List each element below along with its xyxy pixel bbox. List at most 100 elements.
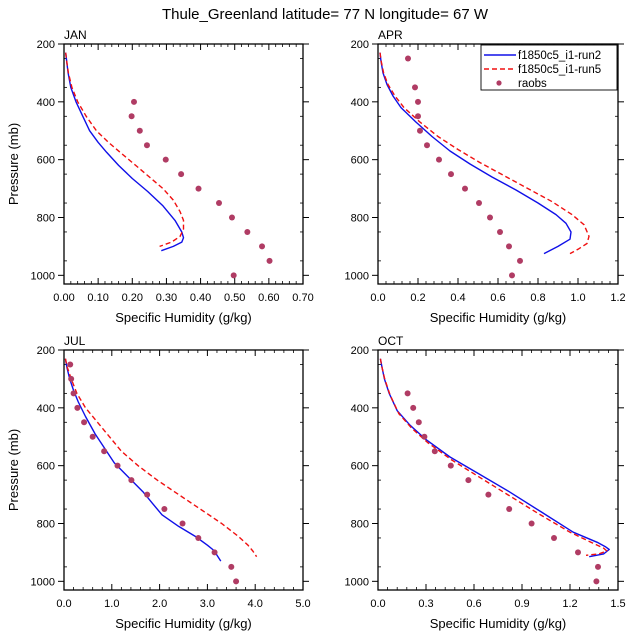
y-tick-label: 400 [37,97,55,109]
panel-title: OCT [378,334,404,348]
legend-entry-label: f1850c5_i1-run2 [518,50,601,62]
x-tick-label: 0.6 [466,598,481,610]
y-tick-label: 600 [37,155,55,167]
raobs-point [506,506,513,513]
x-tick-label: 0.9 [514,598,529,610]
raobs-point [178,171,185,178]
raobs-point [404,390,411,397]
x-tick-label: 0.8 [530,292,545,304]
x-tick-label: 0.0 [370,598,385,610]
y-tick-label: 1000 [31,576,55,588]
raobs-point [74,404,81,411]
x-tick-label: 0.0 [56,598,71,610]
y-tick-label: 200 [37,345,55,357]
raobs-point [497,228,503,235]
x-tick-label: 1.2 [562,598,577,610]
run5-line [65,52,185,248]
raobs-point [487,214,493,221]
raobs-point [101,448,108,455]
series-group [65,52,273,279]
legend-box [480,44,618,91]
x-tick-label: 0.30 [156,292,177,304]
raobs-point [465,477,472,484]
raobs-point [216,200,223,207]
raobs-point [410,404,417,411]
x-tick-label: 0.50 [224,292,245,304]
plot-frame [63,43,304,285]
x-axis-label: Specific Humidity (g/kg) [430,310,567,325]
raobs-point [68,375,75,382]
y-tick-label: 400 [351,403,369,415]
legend-dot-icon [496,80,502,86]
plot-frame [377,349,619,591]
raobs-point [128,113,135,120]
run5-line [379,52,590,255]
x-tick-label: 1.0 [570,292,585,304]
y-axis-label: Pressure (mb) [6,429,21,511]
x-tick-label: 1.0 [104,598,119,610]
x-tick-label: 1.5 [610,598,625,610]
raobs-point [595,563,601,570]
x-tick-label: 0.6 [490,292,505,304]
raobs-point [70,390,77,397]
series-group [379,52,590,279]
x-tick-label: 0.00 [53,292,74,304]
legend-entry-label: f1850c5_i1-run5 [518,64,601,76]
raobs-point [266,257,273,264]
raobs-point [506,243,512,250]
run5-line [379,358,608,556]
y-tick-label: 1000 [31,270,55,282]
raobs-point [179,520,186,527]
y-tick-label: 800 [351,212,369,224]
run2-line [379,52,572,255]
raobs-point [421,433,428,440]
raobs-point [228,214,235,221]
raobs-point [551,534,557,541]
x-tick-label: 0.4 [450,292,465,304]
raobs-point [436,156,442,163]
raobs-point [228,563,235,570]
raobs-point [114,462,121,469]
panel-title: JUL [64,334,86,348]
y-tick-label: 600 [37,461,55,473]
y-tick-label: 400 [351,97,369,109]
raobs-point [517,257,523,264]
panel-jul: JUL 0.0 1.0 2.0 3.0 4.0 5.0 200 400 600 800 1000 Spe… [6,334,311,631]
x-tick-label: 3.0 [200,598,215,610]
raobs-point [195,534,202,541]
raobs-point [509,272,515,279]
run2-line [65,52,185,252]
raobs-point [230,272,237,279]
x-axis-label: Specific Humidity (g/kg) [115,310,252,325]
run5-line [64,358,258,558]
raobs-point [431,448,438,455]
raobs-point [162,156,169,163]
raobs-point [415,113,421,120]
raobs-point [244,228,251,235]
y-tick-label: 200 [351,345,369,357]
y-tick-label: 800 [351,518,369,530]
y-axis-label: Pressure (mb) [6,123,21,205]
raobs-point [81,419,88,426]
raobs-point [233,578,240,585]
raobs-point [161,506,168,513]
series-group [64,358,258,585]
raobs-point [89,433,96,440]
y-tick-label: 600 [351,461,369,473]
raobs-point [144,491,151,498]
raobs-point [528,520,535,527]
raobs-point [136,127,143,134]
x-tick-label: 0.3 [418,598,433,610]
x-tick-label: 0.60 [258,292,279,304]
x-tick-label: 1.2 [610,292,625,304]
y-tick-label: 200 [37,39,55,51]
raobs-point [424,142,430,149]
y-tick-label: 1000 [345,576,369,588]
panel-title: JAN [64,28,87,42]
raobs-point [195,185,202,192]
series-group [379,358,610,585]
legend-entry-label: raobs [518,78,547,90]
raobs-point [415,98,421,105]
